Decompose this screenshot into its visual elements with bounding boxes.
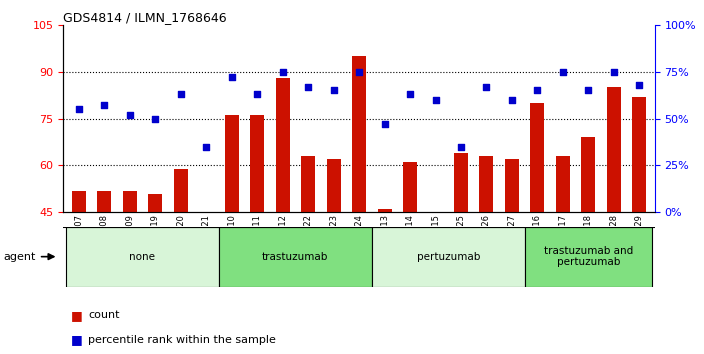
Text: none: none	[130, 252, 156, 262]
Bar	[505, 159, 519, 212]
Point	[608, 69, 620, 74]
Bar	[97, 190, 111, 212]
Bar	[582, 137, 596, 212]
Bar	[352, 56, 366, 212]
Bar	[403, 162, 417, 212]
Point	[506, 97, 517, 103]
Bar	[148, 194, 162, 212]
Bar	[250, 115, 264, 212]
Point	[558, 69, 569, 74]
Point	[226, 74, 237, 80]
Point	[532, 87, 543, 93]
Text: ■: ■	[70, 333, 82, 346]
Point	[430, 97, 441, 103]
Bar	[530, 103, 544, 212]
Point	[251, 91, 263, 97]
Point	[404, 91, 415, 97]
Bar	[174, 169, 188, 212]
Bar	[301, 156, 315, 212]
Point	[201, 144, 212, 149]
Point	[99, 103, 110, 108]
Point	[73, 106, 84, 112]
Bar	[275, 78, 289, 212]
Bar	[377, 209, 391, 212]
Text: GDS4814 / ILMN_1768646: GDS4814 / ILMN_1768646	[63, 11, 227, 24]
Text: trastuzumab: trastuzumab	[262, 252, 329, 262]
Point	[277, 69, 288, 74]
Point	[481, 84, 492, 90]
Bar	[454, 153, 468, 212]
Point	[455, 144, 467, 149]
Bar	[479, 156, 494, 212]
Point	[303, 84, 314, 90]
Bar	[327, 159, 341, 212]
Point	[353, 69, 365, 74]
Point	[175, 91, 187, 97]
Bar	[632, 97, 646, 212]
Text: trastuzumab and
pertuzumab: trastuzumab and pertuzumab	[543, 246, 633, 268]
Point	[328, 87, 339, 93]
Bar	[72, 190, 86, 212]
Text: ■: ■	[70, 309, 82, 321]
Text: agent: agent	[4, 252, 36, 262]
Text: pertuzumab: pertuzumab	[417, 252, 480, 262]
Point	[124, 112, 135, 118]
Bar	[372, 227, 524, 287]
Point	[583, 87, 594, 93]
Bar	[122, 190, 137, 212]
Bar	[524, 227, 652, 287]
Bar	[66, 227, 219, 287]
Point	[379, 121, 390, 127]
Text: count: count	[88, 310, 120, 320]
Text: percentile rank within the sample: percentile rank within the sample	[88, 335, 276, 345]
Bar	[225, 115, 239, 212]
Point	[634, 82, 645, 88]
Point	[149, 116, 161, 121]
Bar	[607, 87, 621, 212]
Bar	[556, 156, 570, 212]
Bar	[219, 227, 372, 287]
